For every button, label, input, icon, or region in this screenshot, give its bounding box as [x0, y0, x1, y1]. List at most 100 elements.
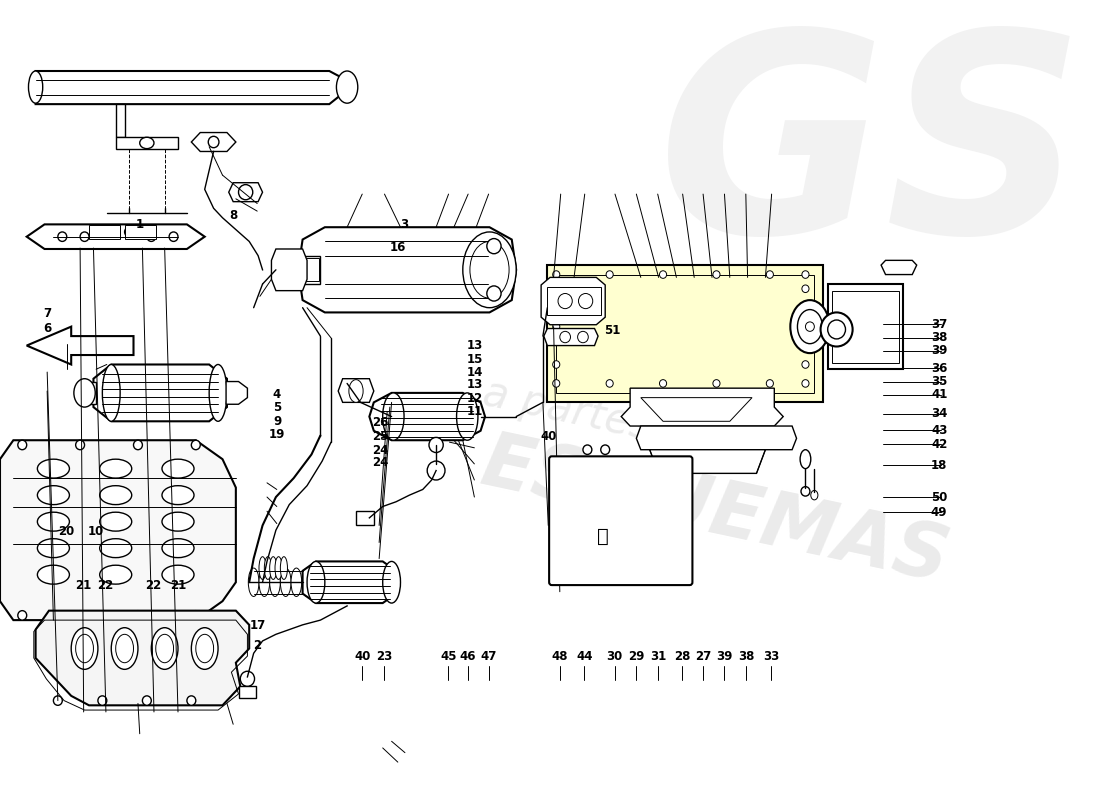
Text: 36: 36 — [931, 362, 947, 374]
Ellipse shape — [264, 557, 272, 579]
Ellipse shape — [470, 242, 509, 298]
Ellipse shape — [270, 557, 277, 579]
Text: 12: 12 — [466, 392, 483, 405]
Text: 24: 24 — [372, 457, 388, 470]
Ellipse shape — [240, 671, 254, 686]
Ellipse shape — [18, 610, 26, 620]
Text: 28: 28 — [674, 650, 691, 662]
Ellipse shape — [349, 380, 363, 402]
Ellipse shape — [18, 440, 26, 450]
Ellipse shape — [802, 361, 808, 368]
Polygon shape — [585, 509, 618, 566]
Text: 43: 43 — [931, 424, 947, 437]
Polygon shape — [298, 227, 516, 313]
Text: 8: 8 — [229, 209, 238, 222]
Ellipse shape — [100, 486, 132, 505]
Ellipse shape — [162, 512, 194, 531]
Polygon shape — [239, 686, 256, 698]
Bar — [832, 290, 899, 362]
Polygon shape — [636, 426, 796, 450]
Ellipse shape — [798, 310, 823, 344]
Ellipse shape — [383, 393, 404, 440]
Text: 7: 7 — [43, 307, 51, 320]
Text: ESQUEMAS: ESQUEMAS — [474, 426, 955, 598]
Ellipse shape — [140, 138, 154, 149]
Text: 25: 25 — [372, 430, 388, 443]
Ellipse shape — [98, 696, 107, 706]
Polygon shape — [35, 610, 250, 706]
Ellipse shape — [827, 320, 846, 339]
Ellipse shape — [162, 566, 194, 584]
Text: 29: 29 — [628, 650, 645, 662]
Ellipse shape — [54, 696, 63, 706]
Ellipse shape — [58, 232, 67, 242]
Ellipse shape — [208, 136, 219, 148]
Polygon shape — [572, 506, 608, 568]
Text: 46: 46 — [460, 650, 476, 662]
Text: 30: 30 — [607, 650, 623, 662]
Ellipse shape — [660, 380, 667, 387]
Polygon shape — [227, 382, 248, 404]
Ellipse shape — [74, 378, 96, 407]
Polygon shape — [85, 382, 96, 404]
Polygon shape — [370, 393, 485, 440]
Text: 35: 35 — [931, 375, 947, 389]
Text: GS: GS — [658, 22, 1086, 291]
Ellipse shape — [29, 71, 43, 103]
Polygon shape — [94, 365, 227, 422]
Text: 9: 9 — [273, 414, 282, 428]
Text: 5: 5 — [273, 401, 282, 414]
Text: 24: 24 — [372, 443, 388, 457]
Text: 38: 38 — [738, 650, 755, 662]
Ellipse shape — [790, 300, 829, 353]
Text: 50: 50 — [931, 490, 947, 503]
Ellipse shape — [37, 459, 69, 478]
Ellipse shape — [116, 634, 133, 662]
Bar — [557, 274, 814, 393]
Ellipse shape — [487, 238, 502, 254]
Ellipse shape — [307, 562, 324, 603]
Text: 40: 40 — [540, 430, 557, 443]
Text: 40: 40 — [354, 650, 371, 662]
Polygon shape — [543, 329, 598, 346]
Ellipse shape — [383, 562, 400, 603]
Ellipse shape — [258, 557, 266, 579]
Ellipse shape — [133, 610, 142, 620]
Ellipse shape — [37, 566, 69, 584]
Ellipse shape — [802, 323, 808, 330]
Ellipse shape — [249, 568, 258, 597]
Ellipse shape — [487, 286, 502, 301]
Polygon shape — [650, 450, 766, 474]
Text: 47: 47 — [481, 650, 497, 662]
Ellipse shape — [601, 445, 609, 454]
Polygon shape — [116, 138, 178, 149]
Text: 23: 23 — [375, 650, 392, 662]
Ellipse shape — [124, 227, 133, 237]
Text: 37: 37 — [932, 318, 947, 331]
Ellipse shape — [37, 538, 69, 558]
Text: 10: 10 — [88, 525, 104, 538]
Text: 13: 13 — [466, 378, 483, 391]
Ellipse shape — [552, 361, 560, 368]
Text: 39: 39 — [716, 650, 733, 662]
Ellipse shape — [100, 459, 132, 478]
Text: 38: 38 — [931, 331, 947, 345]
Text: 20: 20 — [58, 525, 75, 538]
Ellipse shape — [162, 459, 194, 478]
Ellipse shape — [100, 512, 132, 531]
Ellipse shape — [133, 440, 142, 450]
Ellipse shape — [337, 71, 358, 103]
Ellipse shape — [156, 634, 174, 662]
Text: 22: 22 — [98, 579, 114, 592]
Ellipse shape — [800, 450, 811, 469]
Ellipse shape — [767, 270, 773, 278]
Ellipse shape — [429, 438, 443, 453]
Ellipse shape — [583, 445, 592, 454]
Polygon shape — [26, 326, 133, 365]
Ellipse shape — [606, 270, 613, 278]
Polygon shape — [89, 226, 120, 238]
Ellipse shape — [80, 232, 89, 242]
Bar — [548, 265, 823, 402]
Ellipse shape — [169, 232, 178, 242]
Ellipse shape — [162, 538, 194, 558]
